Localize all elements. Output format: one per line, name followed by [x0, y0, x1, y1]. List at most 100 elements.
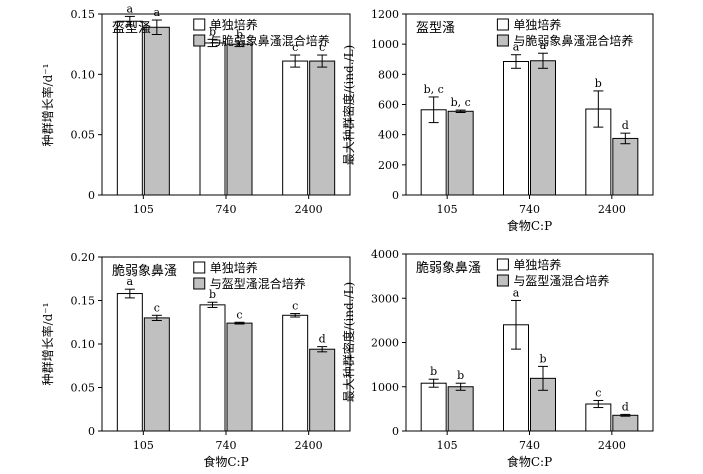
bar — [116, 293, 143, 432]
significance-letter: c — [595, 386, 601, 399]
significance-letter: a — [540, 39, 547, 52]
y-tick-label: 1000 — [371, 381, 399, 394]
y-tick-label: 0.05 — [71, 129, 96, 142]
x-tick-label: 2400 — [598, 439, 626, 452]
bar — [447, 386, 474, 432]
legend-label: 单独培养 — [513, 17, 561, 32]
y-tick-label: 0.15 — [71, 295, 96, 308]
y-tick-label: 0.15 — [71, 8, 96, 21]
significance-letter: d — [622, 119, 629, 132]
significance-letter: b — [457, 369, 464, 382]
bar — [226, 322, 253, 432]
significance-letter: c — [292, 300, 298, 313]
significance-letter: c — [292, 41, 298, 54]
y-tick-label: 0 — [88, 425, 95, 438]
bar — [309, 348, 336, 432]
x-tick-label: 105 — [437, 439, 458, 452]
x-tick-label: 2400 — [295, 203, 323, 216]
panel-title: 脆弱象鼻溞 — [416, 260, 481, 276]
significance-letter: a — [127, 275, 134, 288]
chart-panel-top-right: 0 200 400 600 800 1000 1200 105 740 2400 b, c a b b, … — [341, 8, 654, 233]
x-tick-label: 740 — [216, 439, 237, 452]
bar — [447, 110, 474, 196]
significance-letter: c — [319, 41, 325, 54]
y-tick-label: 4000 — [371, 248, 399, 261]
bar — [585, 403, 612, 432]
y-tick-label: 800 — [378, 68, 399, 81]
bar — [612, 137, 639, 196]
y-tick-label: 600 — [378, 99, 399, 112]
bar — [612, 414, 639, 432]
y-tick-label: 1200 — [371, 8, 399, 21]
significance-letter: b — [209, 25, 216, 38]
x-tick-label: 105 — [133, 203, 154, 216]
x-axis-label: 食物C:P — [203, 454, 248, 469]
x-axis-label: 食物C:P — [507, 218, 552, 233]
bar — [116, 20, 143, 196]
significance-letter: b — [209, 288, 216, 301]
significance-letter: c — [154, 301, 160, 314]
y-tick-label: 400 — [378, 129, 399, 142]
y-axis-label: 最大种群密度/(ind./L) — [341, 282, 356, 402]
bar — [503, 61, 529, 196]
y-tick-label: 2000 — [371, 337, 399, 350]
y-tick-label: 0.05 — [71, 382, 96, 395]
bar — [199, 304, 226, 432]
x-tick-label: 105 — [437, 203, 458, 216]
significance-letter: a — [513, 41, 520, 54]
bar — [226, 43, 253, 196]
legend-label: 单独培养 — [210, 17, 258, 32]
y-axis-label: 最大种群密度/(ind./L) — [341, 45, 356, 165]
y-axis-label: 种群增长率/d⁻¹ — [40, 64, 55, 147]
legend-swatch — [193, 261, 206, 274]
bar — [503, 324, 529, 432]
legend-label: 单独培养 — [210, 260, 258, 275]
x-tick-label: 2400 — [295, 439, 323, 452]
chart-panel-top-left: 0 0.05 0.10 0.15 105 740 2400 a b c a b c 盔型溞 单独培养与脆弱象… — [40, 2, 351, 216]
significance-letter: b, c — [451, 96, 471, 109]
panel-title: 盔型溞 — [112, 20, 151, 36]
y-tick-label: 1000 — [371, 38, 399, 51]
legend-swatch — [496, 34, 509, 47]
y-axis-label: 种群增长率/d⁻¹ — [40, 303, 55, 386]
y-tick-label: 0.10 — [71, 68, 96, 81]
significance-letter: b — [430, 365, 437, 378]
significance-letter: b — [595, 77, 602, 90]
legend-swatch — [496, 274, 509, 287]
chart-panel-bottom-right: 0 1000 2000 3000 4000 105 740 2400 b a c b b d 脆弱象鼻溞 单独… — [341, 248, 654, 469]
bar — [199, 42, 226, 196]
significance-letter: a — [127, 2, 134, 15]
legend-label: 与脆弱象鼻溞混合培养 — [513, 33, 633, 48]
x-tick-label: 740 — [519, 439, 540, 452]
bar — [420, 109, 447, 196]
bar — [282, 314, 309, 432]
y-tick-label: 3000 — [371, 292, 399, 305]
y-tick-label: 0 — [88, 189, 95, 202]
chart-panel-bottom-left: 0 0.05 0.10 0.15 0.20 105 740 2400 a b c c c d 脆弱象鼻溞 单独… — [40, 251, 351, 469]
x-tick-label: 2400 — [598, 203, 626, 216]
bar — [530, 60, 556, 196]
y-tick-label: 0.20 — [71, 251, 96, 264]
legend-swatch — [193, 18, 206, 31]
significance-letter: a — [513, 286, 520, 299]
bar — [420, 382, 447, 432]
bar — [143, 317, 170, 432]
x-axis-label: 食物C:P — [507, 454, 552, 469]
legend-swatch — [496, 18, 509, 31]
bar — [143, 26, 170, 196]
significance-letter: a — [154, 6, 161, 19]
bar — [309, 60, 336, 196]
x-tick-label: 105 — [133, 439, 154, 452]
bar — [282, 60, 309, 196]
y-tick-label: 0 — [392, 189, 399, 202]
panel-title: 盔型溞 — [416, 20, 455, 36]
significance-letter: b, c — [424, 83, 444, 96]
significance-letter: c — [236, 308, 242, 321]
legend-label: 与盔型溞混合培养 — [513, 273, 609, 288]
legend-swatch — [193, 34, 206, 47]
legend-label: 与脆弱象鼻溞混合培养 — [210, 33, 330, 48]
x-tick-label: 740 — [216, 203, 237, 216]
y-tick-label: 0 — [392, 425, 399, 438]
significance-letter: d — [622, 400, 629, 413]
